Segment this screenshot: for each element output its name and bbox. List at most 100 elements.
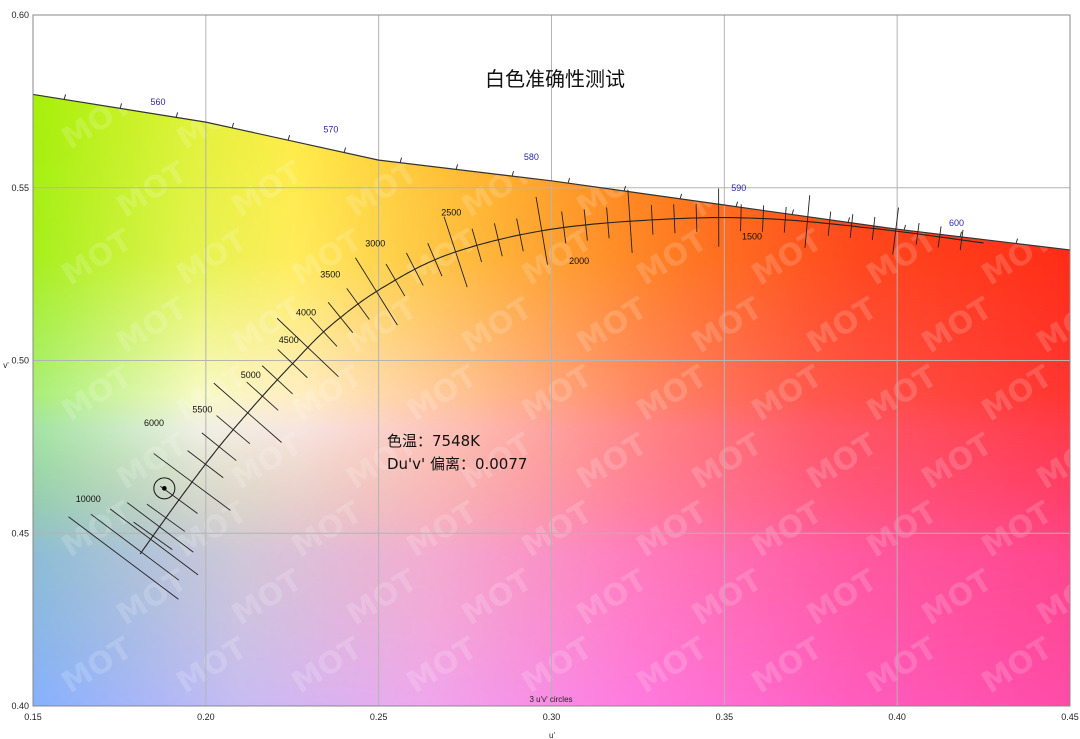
isotherm-tick (385, 263, 406, 297)
isotherm-tick (201, 432, 237, 461)
y-axis-label: v' (3, 361, 9, 370)
cct-label: 5000 (241, 370, 261, 380)
isotherm-tick (153, 453, 231, 511)
spectrum-tick (567, 178, 571, 184)
spectrum-tick (847, 217, 851, 223)
isotherm-tick (937, 226, 942, 248)
isotherm-tick (783, 206, 787, 233)
wavelength-label: 600 (949, 218, 964, 228)
isotherm-tick (583, 209, 588, 241)
isotherm-tick (740, 204, 742, 232)
isotherm-tick (276, 317, 339, 378)
cct-label: 4000 (296, 308, 316, 318)
y-tick-label: 0.45 (11, 528, 29, 538)
isotherm-tick (959, 229, 964, 251)
isotherm-tick (133, 521, 173, 550)
isotherm-tick (109, 508, 199, 576)
isotherm-tick (627, 189, 633, 253)
spectrum-tick (455, 164, 459, 170)
measured-point-group (153, 477, 176, 500)
cct-annotation: 色温：7548K (387, 432, 481, 450)
isotherm-tick (892, 207, 899, 255)
plot-frame (32, 14, 1071, 707)
cct-label: 3000 (365, 238, 385, 248)
isotherm-tick (443, 216, 468, 288)
spectrum-tick (903, 224, 907, 231)
isotherm-tick (650, 205, 654, 235)
wavelength-label: 590 (731, 183, 746, 193)
isotherm-tick (406, 252, 424, 286)
isotherm-tick (871, 216, 876, 241)
isotherm-tick (915, 222, 920, 245)
isotherm-tick (146, 503, 186, 532)
isotherm-tick (606, 207, 610, 239)
isotherm-tick (187, 450, 224, 479)
isotherm-tick (213, 382, 282, 443)
isotherm-tick (493, 223, 503, 257)
isotherm-tick (261, 365, 293, 395)
isotherm-tick (68, 516, 179, 600)
cct-label: 10000 (76, 494, 101, 504)
chart-title: 白色准确性测试 (485, 67, 625, 91)
spectrum-tick (623, 185, 627, 192)
tolerance-circle (153, 477, 176, 500)
isotherm-tick (762, 205, 765, 232)
spectrum-tick (1015, 238, 1019, 244)
x-tick-label: 0.15 (24, 712, 42, 722)
cct-label: 2000 (569, 256, 589, 266)
x-tick-label: 0.20 (197, 712, 215, 722)
cct-label: 2500 (441, 207, 461, 217)
isotherm-tick (160, 485, 198, 514)
isotherm-tick (277, 349, 308, 379)
isotherm-tick (827, 211, 832, 236)
spectrum-tick (343, 147, 347, 153)
circles-note: 3 u'v' circles (529, 695, 572, 704)
spectrum-tick (231, 122, 235, 129)
spectrum-tick (735, 201, 739, 207)
wavelength-label: 570 (323, 124, 338, 134)
y-tick-label: 0.50 (11, 356, 29, 366)
wavelength-label: 560 (151, 97, 166, 107)
isotherm-tick (535, 196, 548, 265)
cct-labels: 10000 6000 5500 5000 4500 4000 3500 3000 2500 200… (76, 207, 762, 504)
isotherm-tick (246, 381, 279, 411)
isotherm-tick (90, 513, 180, 581)
isotherm-tick (355, 257, 398, 326)
isotherm-tick (309, 316, 338, 347)
spectrum-locus: 560 570 580 590 600 (32, 93, 1071, 251)
spectrum-tick (119, 103, 123, 109)
axis-tick-labels: 0.15 0.20 0.25 0.30 0.35 0.40 0.45 0.40 0.45 0.50… (11, 10, 1078, 722)
measured-point (162, 486, 167, 491)
spectrum-tick (63, 94, 67, 100)
isotherm-tick (516, 218, 524, 252)
planckian-locus (68, 188, 984, 600)
cct-label: 6000 (144, 418, 164, 428)
spectrum-tick (679, 193, 683, 199)
spectrum-tick (511, 170, 515, 177)
spectrum-tick (175, 112, 179, 118)
spectrum-tick (399, 157, 403, 163)
cct-label: 5500 (192, 404, 212, 414)
x-axis-label: u' (549, 731, 555, 739)
cct-label: 1500 (742, 232, 762, 242)
duv-annotation: Du'v' 偏离：0.0077 (387, 455, 527, 473)
spectrum-locus-line (32, 93, 1071, 251)
isotherm-tick (849, 214, 854, 238)
cct-label: 4500 (279, 335, 299, 345)
x-tick-label: 0.30 (543, 712, 561, 722)
spectrum-tick (959, 231, 963, 237)
y-tick-label: 0.60 (11, 10, 29, 20)
y-tick-label: 0.55 (11, 183, 29, 193)
isotherm-tick (216, 415, 251, 445)
spectrum-tick (791, 209, 795, 215)
x-tick-label: 0.25 (370, 712, 388, 722)
x-tick-label: 0.35 (716, 712, 734, 722)
isotherm-tick (561, 211, 567, 244)
isotherm-tick (471, 228, 483, 263)
y-tick-label: 0.40 (11, 701, 29, 711)
wavelength-label: 580 (524, 152, 539, 162)
isotherm-tick (673, 204, 676, 234)
isotherm-tick (695, 203, 698, 233)
isotherm-tick (427, 243, 443, 277)
